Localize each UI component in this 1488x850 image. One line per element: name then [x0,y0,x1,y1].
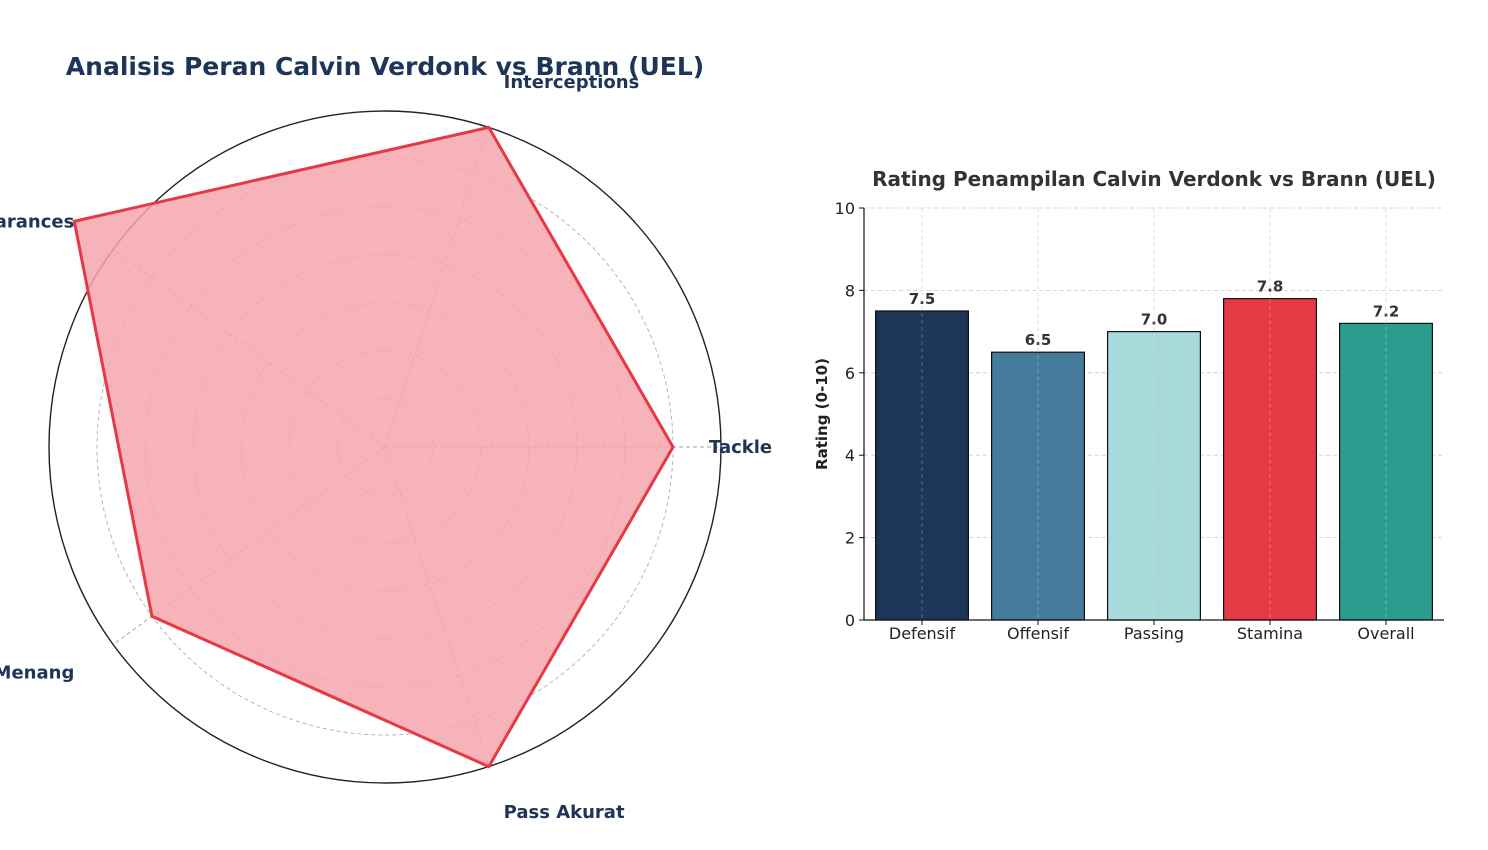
radar-axis-label: Tackle [709,437,772,458]
bar-y-tick-label: 6 [845,364,855,383]
bar [990,351,1085,621]
bar-x-tick-label: Defensif [889,624,956,643]
bar-y-axis-label: Rating (0-10) [813,358,831,470]
radar-chart: Analisis Peran Calvin Verdonk vs Brann (… [0,52,772,823]
bar [1106,331,1201,621]
radar-axis-label: Clearances [0,211,74,232]
bar-x-tick-label: Passing [1124,624,1184,643]
bar-axes: 0 2 4 6 8 10 Defensif Offensif Passing Stamina Ove… [835,199,1444,643]
radar-axis-label: Interceptions [504,72,640,93]
bar-series: 7.5 6.5 7.0 7.8 7.2 [874,208,1433,621]
bar-value-label: 7.8 [1257,278,1284,296]
bar-value-label: 7.0 [1141,311,1168,329]
radar-title: Analisis Peran Calvin Verdonk vs Brann (… [66,52,704,81]
bar [1222,298,1317,621]
radar-area [74,127,674,767]
bar-x-tick-label: Overall [1357,624,1414,643]
radar-series [72,125,675,769]
bar-chart: Rating Penampilan Calvin Verdonk vs Bran… [813,167,1444,643]
radar-outer-frame [48,110,722,784]
bar-y-tick-label: 0 [845,611,855,630]
bar-y-tick-label: 4 [845,446,855,465]
bar-y-tick-label: 2 [845,529,855,548]
radar-series-line [72,125,675,769]
bar-value-label: 7.5 [909,290,936,308]
bar-title: Rating Penampilan Calvin Verdonk vs Bran… [872,167,1436,191]
bar-y-tick-label: 8 [845,281,855,300]
bar-y-tick-label: 10 [835,199,855,218]
bar-value-label: 6.5 [1025,331,1052,349]
bar-x-tick-label: Stamina [1237,624,1303,643]
bar-value-label: 7.2 [1373,302,1400,320]
bar-x-tick-label: Offensif [1007,624,1069,643]
bar [874,310,969,621]
radar-axis-labels: Tackle Interceptions Clearances Duels Menan… [0,72,772,823]
radar-axis-label: Duels Menang [0,663,74,684]
radar-axis-label: Pass Akurat [504,802,625,823]
bar [1338,322,1433,621]
